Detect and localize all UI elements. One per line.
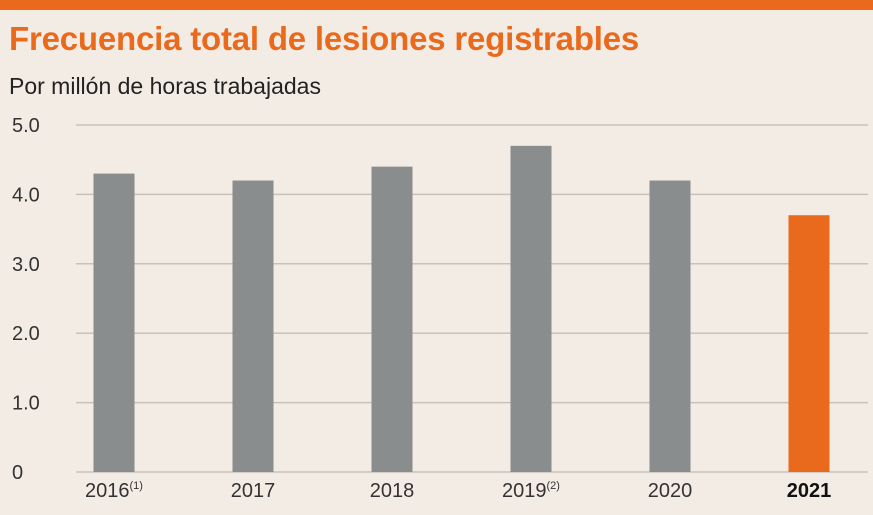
bars bbox=[93, 145, 830, 472]
x-label-2018: 2018 bbox=[370, 480, 415, 502]
y-tick-label: 1.0 bbox=[12, 393, 40, 415]
y-tick-label: 0 bbox=[12, 462, 23, 484]
x-label-2021: 2021 bbox=[787, 480, 832, 502]
bar-2017 bbox=[232, 180, 274, 472]
y-tick-label: 4.0 bbox=[12, 184, 40, 206]
chart-title: Frecuencia total de lesiones registrable… bbox=[9, 20, 640, 57]
gridlines bbox=[76, 124, 868, 473]
x-label-footnote: (1) bbox=[130, 480, 143, 492]
y-axis-ticks: 0 1.0 2.0 3.0 4.0 5.0 bbox=[12, 115, 40, 484]
bar-2018 bbox=[371, 166, 413, 472]
y-tick-label: 2.0 bbox=[12, 323, 40, 345]
x-label-2017: 2017 bbox=[231, 480, 276, 502]
x-label-2019: 2019(2) bbox=[502, 480, 560, 502]
x-label-2016: 2016(1) bbox=[85, 480, 143, 502]
chart-subtitle: Por millón de horas trabajadas bbox=[9, 73, 321, 99]
bar-2020 bbox=[649, 180, 691, 472]
y-tick-label: 5.0 bbox=[12, 115, 40, 137]
bar-2021 bbox=[788, 215, 830, 472]
top-accent-bar bbox=[0, 0, 873, 10]
bar-2016 bbox=[93, 173, 135, 472]
y-tick-label: 3.0 bbox=[12, 254, 40, 276]
x-label-2020: 2020 bbox=[648, 480, 693, 502]
x-label-footnote: (2) bbox=[547, 480, 560, 492]
bar-2019 bbox=[510, 145, 552, 472]
x-axis-labels: 2016(1) 2017 2018 2019(2) 2020 2021 bbox=[85, 480, 831, 502]
